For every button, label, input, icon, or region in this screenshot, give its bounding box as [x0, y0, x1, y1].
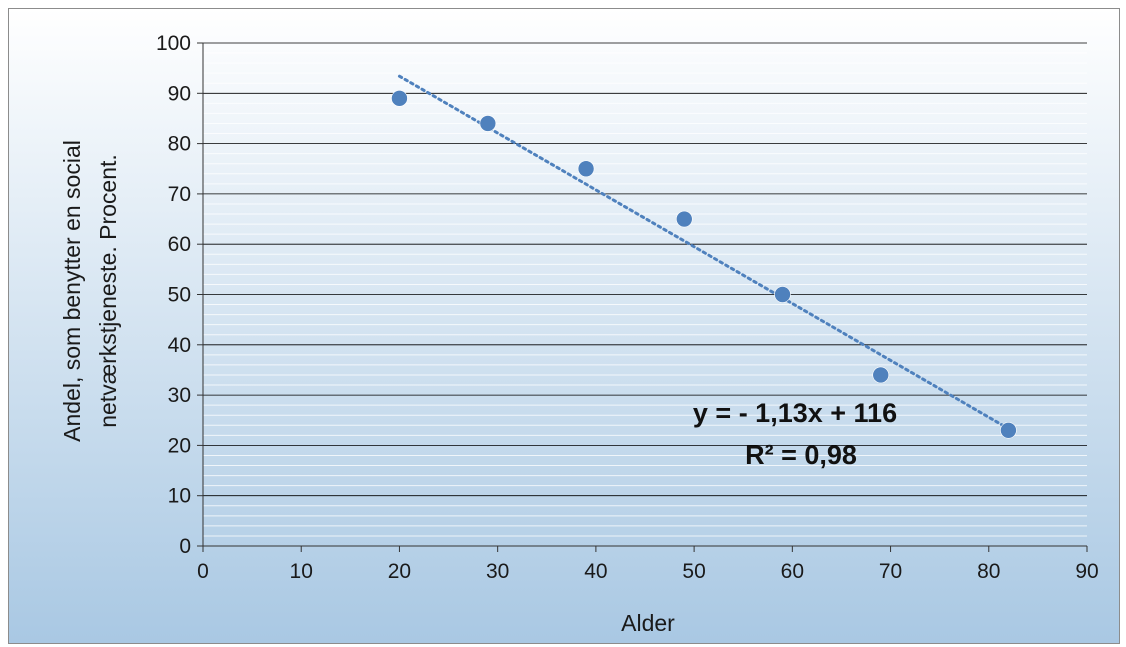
data-point	[577, 160, 595, 178]
x-tick-label: 80	[977, 560, 1000, 583]
y-axis-title-line-2: netværkstjeneste. Procent.	[95, 154, 121, 428]
y-tick-label: 90	[168, 82, 191, 105]
y-tick-label: 100	[156, 32, 191, 55]
data-point	[675, 210, 693, 228]
x-tick-label: 60	[781, 560, 804, 583]
data-point	[774, 286, 791, 303]
x-tick-label: 10	[290, 560, 313, 583]
y-tick-label: 50	[168, 284, 191, 307]
x-tick-label: 50	[682, 560, 705, 583]
chart-background	[9, 9, 1119, 643]
data-point	[872, 366, 890, 384]
y-tick-label: 40	[168, 334, 191, 357]
y-tick-label: 30	[168, 384, 191, 407]
y-tick-label: 20	[168, 434, 191, 457]
y-tick-label: 0	[179, 535, 191, 558]
trendline	[397, 74, 1010, 431]
y-tick-label: 10	[168, 485, 191, 508]
chart-frame: 0 10 20 30 40 50 60 70 80 90 100 0 10 20 30 40 50 60 70 80 9…	[8, 8, 1120, 644]
y-tick-label: 60	[168, 233, 191, 256]
x-tick-label: 90	[1075, 560, 1098, 583]
x-tick-label: 70	[879, 560, 902, 583]
trendline-equation: y = - 1,13x + 116	[693, 398, 897, 428]
scatter-chart: 0 10 20 30 40 50 60 70 80 90 100 0 10 20 30 40 50 60 70 80 9…	[9, 9, 1119, 643]
y-axis-title-line-1: Andel, som benytter en social	[59, 140, 85, 442]
x-tick-label: 30	[486, 560, 509, 583]
data-point	[479, 115, 497, 132]
x-tick-label: 40	[584, 560, 607, 583]
data-point	[1000, 422, 1017, 439]
data-point	[391, 90, 408, 107]
x-axis-title: Alder	[621, 610, 675, 636]
y-tick-label: 70	[168, 183, 191, 206]
y-tick-label: 80	[168, 133, 191, 156]
trendline-r-squared: R² = 0,98	[745, 440, 857, 470]
x-tick-label: 20	[388, 560, 411, 583]
x-tick-label: 0	[197, 560, 209, 583]
